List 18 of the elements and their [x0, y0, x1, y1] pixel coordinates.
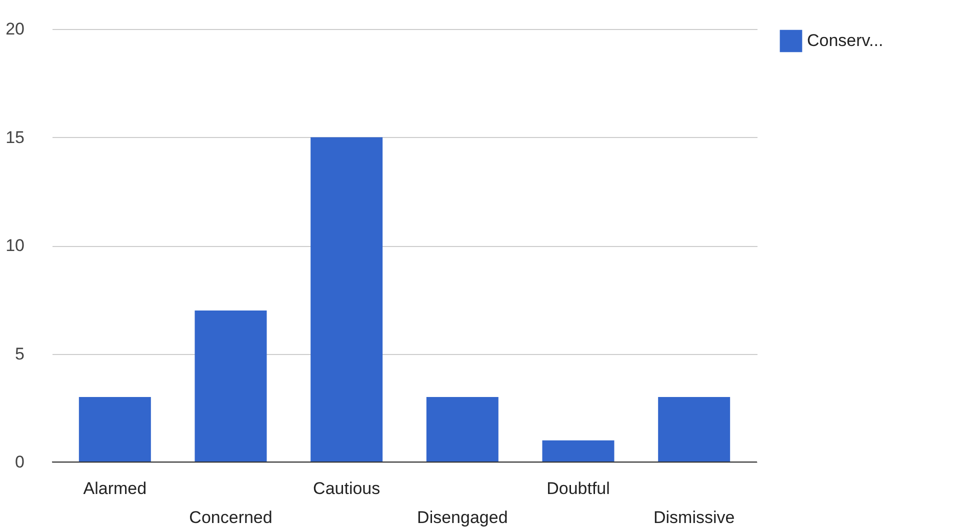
x-tick-label: Disengaged — [417, 508, 508, 527]
x-tick-label: Concerned — [189, 508, 272, 527]
bar — [542, 440, 614, 462]
y-tick-label: 20 — [6, 20, 24, 38]
bar — [426, 397, 498, 462]
x-tick-label: Dismissive — [653, 508, 735, 527]
x-tick-label: Cautious — [313, 479, 380, 498]
bar — [194, 310, 267, 462]
y-tick-label: 5 — [15, 344, 24, 364]
y-tick-label: 0 — [15, 452, 24, 472]
x-tick-label: Alarmed — [83, 479, 147, 498]
x-tick-label: Doubtful — [546, 479, 610, 498]
bar — [78, 397, 151, 462]
legend-label: Conserv... — [807, 31, 884, 50]
y-tick-label: 15 — [6, 128, 24, 147]
y-tick-label: 10 — [6, 236, 24, 255]
bar — [658, 397, 730, 462]
bar — [310, 137, 383, 462]
